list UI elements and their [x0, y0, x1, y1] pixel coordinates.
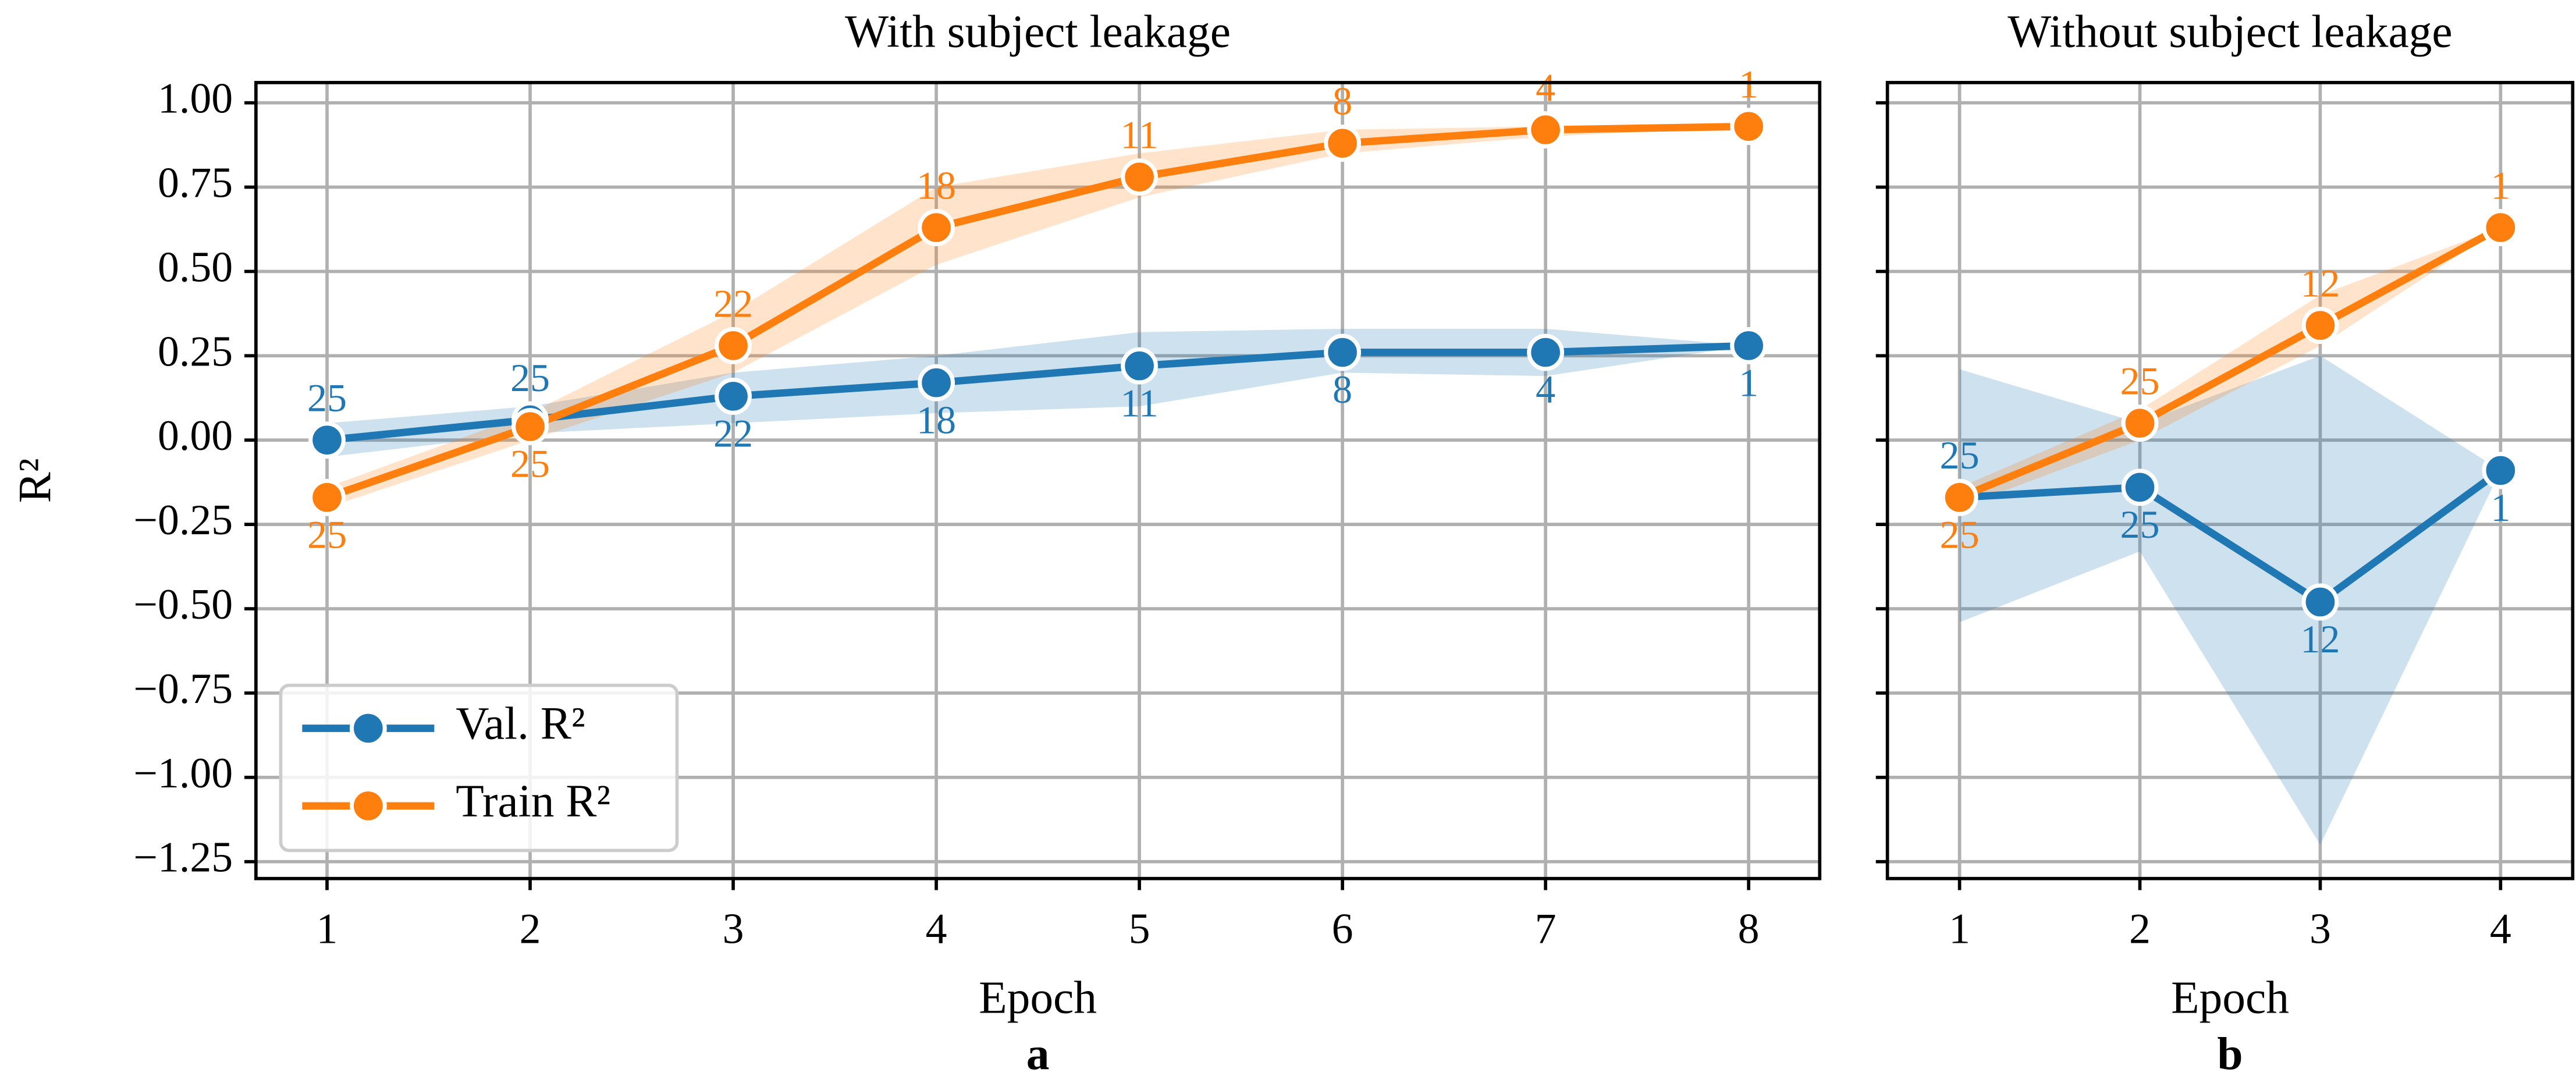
marker: [2121, 404, 2159, 442]
marker: [918, 209, 955, 247]
count-label: 12: [2300, 261, 2340, 306]
series-line: [1958, 224, 2503, 501]
legend-marker: [349, 709, 387, 747]
count-label: 18: [916, 397, 956, 442]
x-tick-label: 4: [926, 904, 947, 952]
count-label: 8: [1333, 79, 1352, 123]
count-label: 22: [713, 281, 753, 325]
count-label: 4: [1536, 367, 1555, 411]
count-label: 25: [510, 442, 550, 486]
y-tick-label: −1.25: [133, 833, 233, 881]
y-tick-label: −0.25: [133, 496, 233, 544]
count-label: 11: [1120, 113, 1159, 157]
y-tick-label: −0.75: [133, 665, 233, 712]
x-tick-label: 8: [1738, 904, 1760, 952]
count-label: 11: [1120, 381, 1159, 425]
marker: [2301, 583, 2339, 621]
marker: [2482, 209, 2520, 247]
count-label: 25: [307, 512, 347, 556]
x-tick-label: 5: [1129, 904, 1150, 952]
count-label: 1: [2490, 485, 2510, 530]
count-label: 25: [2120, 359, 2159, 403]
x-tick-label: 2: [2129, 904, 2151, 952]
legend: Val. R² Train R²: [279, 683, 679, 853]
count-label: 22: [713, 411, 753, 455]
panel-label: a: [1026, 1028, 1050, 1080]
panel-label: b: [2217, 1028, 2243, 1080]
axes-frame: [254, 81, 1822, 880]
legend-label: Val. R²: [456, 698, 585, 750]
count-label: 4: [1536, 65, 1555, 109]
panel-title: With subject leakage: [845, 6, 1231, 58]
x-tick-label: 2: [520, 904, 541, 952]
x-tick-label: 3: [2309, 904, 2331, 952]
marker: [1324, 125, 1362, 162]
marker: [1730, 108, 1768, 145]
y-tick-label: 0.25: [158, 327, 233, 375]
x-tick-label: 7: [1535, 904, 1557, 952]
count-label: 25: [1940, 433, 1980, 477]
y-axis-label: R²: [9, 458, 61, 503]
count-label: 25: [510, 356, 550, 400]
count-label: 1: [2490, 163, 2510, 207]
y-tick-label: 1.00: [158, 74, 233, 122]
y-tick-label: −1.00: [133, 749, 233, 797]
marker: [1121, 347, 1159, 385]
x-tick-label: 3: [723, 904, 744, 952]
x-tick-label: 4: [2490, 904, 2511, 952]
series-line: [325, 122, 1749, 501]
marker: [1941, 478, 1978, 516]
confidence-band: [327, 328, 1749, 457]
series-line: [1959, 467, 2503, 607]
marker: [308, 478, 346, 516]
legend-marker: [349, 787, 387, 825]
axes-frame: [1885, 81, 2575, 880]
count-label: 25: [307, 376, 347, 420]
panel: 1 2 3 4 5 6 7 8 1.00 0.75 0.50 0.25 0.00 −0.25 −0.50 −0…: [9, 6, 1822, 1080]
x-axis-label: Epoch: [2171, 972, 2289, 1024]
x-tick-label: 1: [1949, 904, 1970, 952]
count-label: 18: [916, 163, 956, 207]
marker: [918, 364, 955, 402]
count-label: 25: [1940, 512, 1980, 556]
y-tick-label: 0.00: [158, 411, 233, 459]
marker: [1527, 111, 1565, 148]
marker: [2482, 452, 2520, 489]
marker: [1730, 327, 1768, 364]
count-label: 8: [1333, 367, 1352, 411]
confidence-band: [1959, 356, 2501, 845]
count-label: 12: [2300, 617, 2340, 661]
y-tick-label: 0.75: [158, 158, 233, 206]
y-tick-label: −0.50: [133, 580, 233, 628]
marker: [1527, 333, 1565, 371]
marker: [308, 421, 346, 459]
x-tick-label: 6: [1332, 904, 1353, 952]
marker: [511, 408, 549, 445]
count-label: 1: [1739, 361, 1758, 405]
marker: [715, 377, 752, 415]
marker: [1121, 158, 1159, 196]
panel-title: Without subject leakage: [2007, 6, 2452, 58]
x-tick-label: 1: [317, 904, 338, 952]
marker: [715, 327, 752, 364]
marker: [2121, 468, 2159, 506]
marker: [1324, 333, 1362, 371]
legend-label: Train R²: [456, 776, 610, 827]
y-tick-label: 0.50: [158, 243, 233, 290]
count-label: 25: [2120, 502, 2159, 546]
x-axis-label: Epoch: [979, 972, 1097, 1024]
marker: [2301, 307, 2339, 345]
